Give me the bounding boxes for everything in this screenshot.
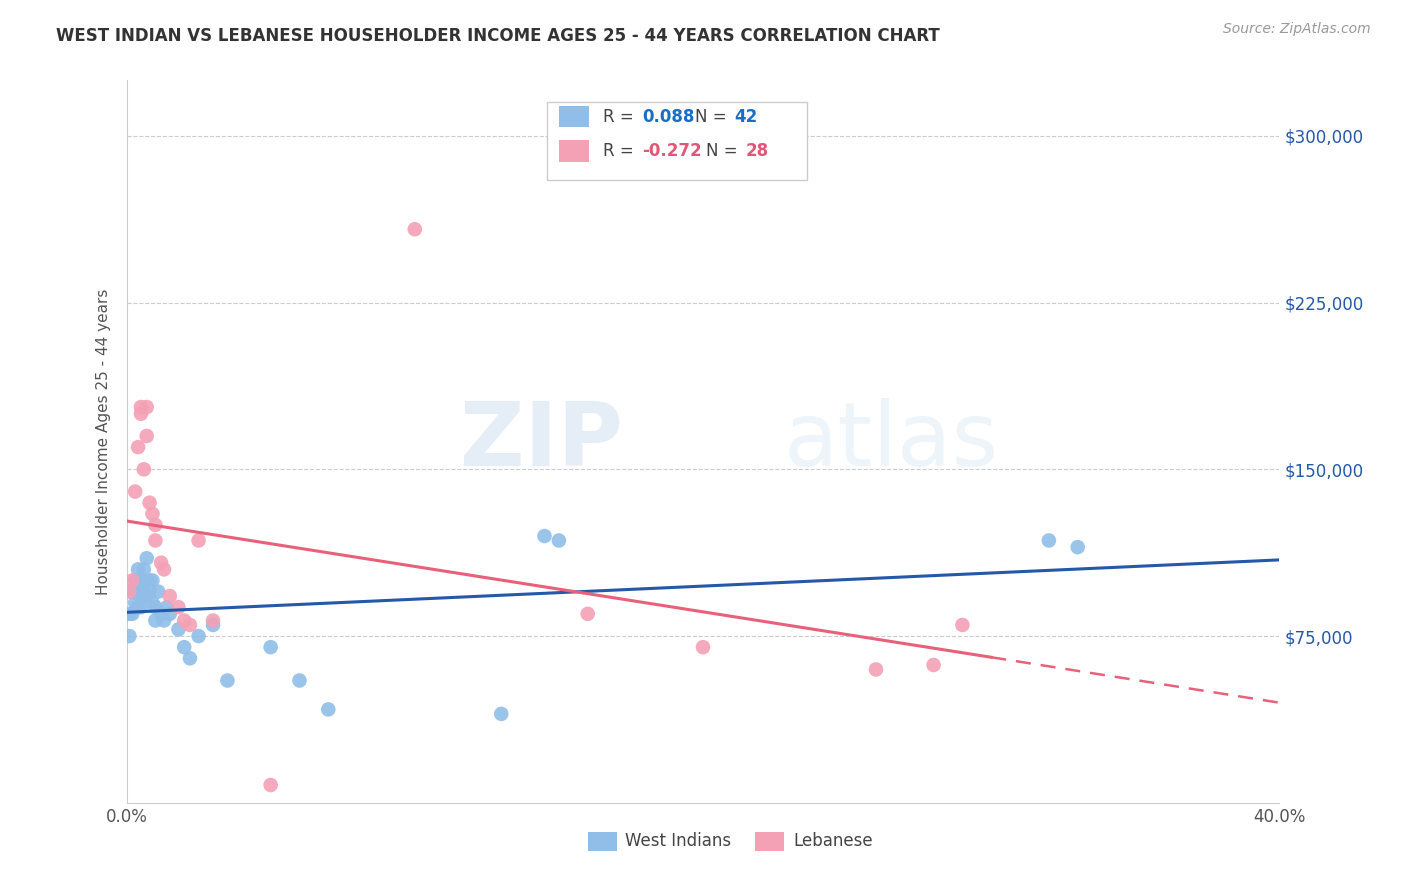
FancyBboxPatch shape [588, 832, 617, 851]
Point [129, 400, 152, 414]
Point [533, 529, 555, 543]
Point [118, 584, 141, 599]
Point [132, 562, 155, 576]
Point [145, 533, 166, 548]
Text: Source: ZipAtlas.com: Source: ZipAtlas.com [1223, 22, 1371, 37]
Point [138, 574, 160, 588]
Point [129, 407, 152, 421]
Point [118, 629, 141, 643]
Point [132, 584, 155, 599]
Point [145, 600, 166, 615]
Point [173, 614, 195, 628]
Point [1038, 533, 1060, 548]
Text: R =: R = [603, 108, 638, 126]
Point [318, 702, 340, 716]
Point [148, 584, 170, 599]
Point [132, 462, 155, 476]
Text: -0.272: -0.272 [643, 143, 702, 161]
Point [548, 533, 571, 548]
Point [127, 562, 149, 576]
Point [138, 496, 160, 510]
FancyBboxPatch shape [560, 140, 589, 162]
Point [127, 440, 149, 454]
Point [491, 706, 513, 721]
Point [150, 607, 173, 621]
Point [135, 551, 157, 566]
Point [141, 507, 163, 521]
Point [127, 600, 149, 615]
Point [145, 517, 166, 532]
Text: Lebanese: Lebanese [793, 832, 873, 850]
Point [179, 618, 201, 632]
Point [127, 584, 149, 599]
Point [159, 589, 181, 603]
Point [135, 400, 157, 414]
Point [404, 222, 426, 236]
Point [121, 607, 143, 621]
Point [135, 574, 157, 588]
FancyBboxPatch shape [560, 105, 589, 128]
Text: West Indians: West Indians [624, 832, 731, 850]
Point [124, 574, 146, 588]
Text: N =: N = [695, 108, 731, 126]
Point [118, 607, 141, 621]
Point [135, 429, 157, 443]
Point [153, 562, 176, 576]
Text: atlas: atlas [783, 398, 998, 485]
Point [173, 640, 195, 655]
Point [129, 574, 152, 588]
Point [288, 673, 311, 688]
Text: R =: R = [603, 143, 638, 161]
Point [865, 662, 887, 676]
Point [150, 556, 173, 570]
Point [145, 614, 166, 628]
Point [1067, 540, 1090, 554]
Point [153, 614, 176, 628]
Point [159, 607, 181, 621]
Point [129, 600, 152, 615]
FancyBboxPatch shape [547, 102, 807, 180]
Text: 0.088: 0.088 [643, 108, 695, 126]
Point [121, 574, 143, 588]
Point [259, 778, 281, 792]
Point [692, 640, 714, 655]
Point [179, 651, 201, 665]
Point [187, 629, 209, 643]
Point [187, 533, 209, 548]
Text: ZIP: ZIP [460, 398, 623, 485]
Point [167, 600, 190, 615]
Point [167, 623, 190, 637]
Point [950, 618, 973, 632]
Point [129, 589, 152, 603]
Point [141, 596, 163, 610]
Text: N =: N = [706, 143, 744, 161]
Point [202, 614, 225, 628]
Point [141, 574, 163, 588]
Point [135, 589, 157, 603]
Point [202, 618, 225, 632]
Point [124, 484, 146, 499]
Point [259, 640, 281, 655]
Point [576, 607, 599, 621]
Point [217, 673, 239, 688]
FancyBboxPatch shape [755, 832, 783, 851]
Point [138, 584, 160, 599]
Text: 28: 28 [745, 143, 769, 161]
Text: 42: 42 [734, 108, 758, 126]
Point [124, 596, 146, 610]
Point [156, 600, 179, 615]
Text: WEST INDIAN VS LEBANESE HOUSEHOLDER INCOME AGES 25 - 44 YEARS CORRELATION CHART: WEST INDIAN VS LEBANESE HOUSEHOLDER INCO… [56, 27, 941, 45]
Y-axis label: Householder Income Ages 25 - 44 years: Householder Income Ages 25 - 44 years [96, 288, 111, 595]
Point [121, 584, 143, 599]
Point [922, 657, 945, 672]
